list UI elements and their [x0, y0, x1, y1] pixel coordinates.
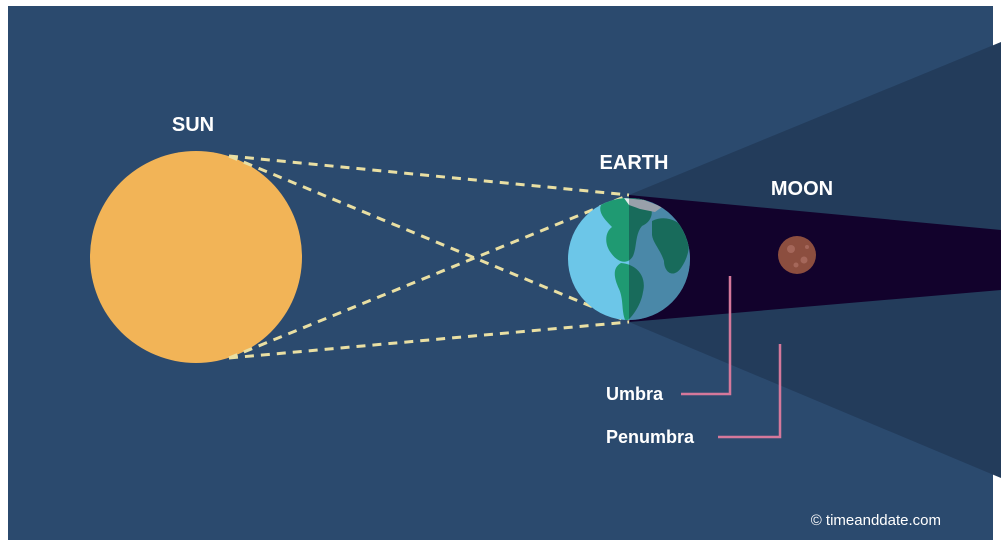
moon-craters — [787, 245, 809, 268]
umbra-label: Umbra — [606, 384, 664, 404]
umbra-pointer — [681, 276, 732, 396]
projection-line — [228, 193, 630, 360]
projection-line — [228, 320, 630, 360]
projection-lines — [228, 154, 630, 360]
penumbra-label: Penumbra — [606, 427, 695, 447]
earth-label: EARTH — [600, 152, 669, 174]
projection-line — [228, 154, 630, 197]
copyright-credit: © timeanddate.com — [811, 512, 941, 529]
projection-line — [228, 154, 630, 324]
sun-disc — [90, 151, 302, 363]
sun-label: SUN — [172, 114, 214, 136]
moon-disc — [778, 236, 816, 274]
moon-label: MOON — [771, 178, 833, 200]
penumbra-pointer — [718, 344, 782, 439]
